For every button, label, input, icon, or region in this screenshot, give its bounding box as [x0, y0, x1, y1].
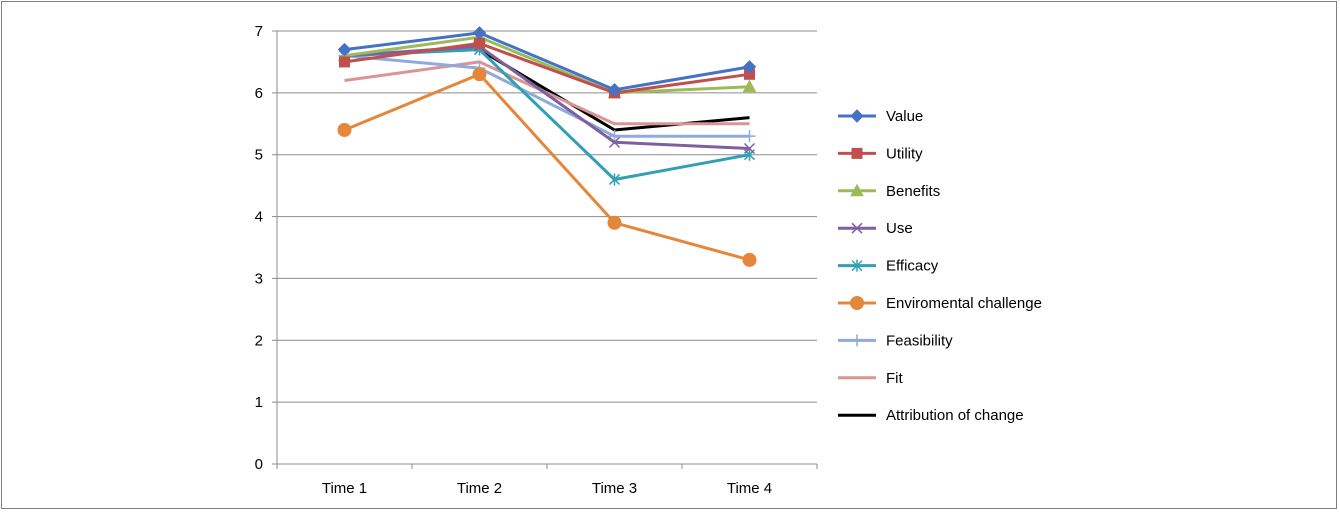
- x-tick-label-2: Time 3: [592, 480, 637, 497]
- data-point-utility-1: [474, 37, 485, 49]
- series-line-enviromental-challenge: [343, 72, 750, 262]
- data-point-efficacy-2: [608, 173, 621, 186]
- y-tick-label-2: 2: [255, 332, 263, 349]
- legend-marker-benefits: [850, 183, 864, 197]
- legend-label-feasibility: Feasibility: [886, 332, 953, 349]
- y-tick-label-6: 6: [255, 85, 263, 102]
- y-tick-label-7: 7: [255, 23, 263, 40]
- series-line-use: [344, 45, 750, 150]
- data-point-enviromental-challenge-3: [742, 252, 757, 267]
- data-point-use-2: [608, 136, 621, 148]
- series-attribution-of-change: [478, 48, 750, 132]
- data-point-benefits-3: [742, 79, 757, 93]
- legend-label-attribution-of-change: Attribution of change: [886, 407, 1024, 424]
- legend: Value Utility Benefits Use Efficacy Enviromen…: [838, 108, 1042, 424]
- data-point-enviromental-challenge-1: [472, 67, 487, 82]
- series-value: [337, 26, 757, 97]
- y-tick-label-0: 0: [255, 456, 263, 473]
- legend-marker-feasibility: [851, 334, 863, 347]
- series-line-benefits: [344, 35, 750, 95]
- y-tick-label-5: 5: [255, 147, 263, 164]
- legend-label-efficacy: Efficacy: [886, 258, 939, 275]
- x-tick-label-0: Time 1: [322, 480, 367, 497]
- series-line-feasibility: [344, 54, 750, 138]
- x-tick-label-3: Time 4: [727, 480, 772, 497]
- data-point-feasibility-2: [608, 130, 621, 143]
- legend-label-benefits: Benefits: [886, 183, 940, 200]
- legend-label-use: Use: [886, 220, 913, 237]
- legend-marker-enviromental-challenge: [850, 296, 864, 310]
- legend-marker-utility: [851, 147, 863, 159]
- legend-marker-value: [850, 109, 864, 123]
- series-enviromental-challenge: [337, 67, 757, 267]
- data-point-feasibility-3: [743, 130, 756, 143]
- x-tick-label-1: Time 2: [457, 480, 502, 497]
- legend-label-enviromental-challenge: Enviromental challenge: [886, 295, 1042, 312]
- data-point-enviromental-challenge-0: [337, 122, 352, 137]
- data-point-enviromental-challenge-2: [607, 215, 622, 230]
- legend-marker-use: [851, 222, 863, 234]
- data-point-value-3: [742, 60, 757, 74]
- data-point-value-0: [337, 42, 352, 57]
- series-line-attribution-of-change: [478, 48, 750, 132]
- legend-label-value: Value: [886, 108, 923, 125]
- legend-marker-efficacy: [851, 259, 863, 272]
- series-line-utility: [344, 41, 750, 95]
- y-tick-label-1: 1: [255, 394, 263, 411]
- data-point-value-1: [472, 26, 487, 40]
- y-tick-label-4: 4: [255, 209, 263, 226]
- y-tick-label-3: 3: [255, 270, 263, 287]
- legend-label-fit: Fit: [886, 370, 903, 387]
- data-point-utility-0: [339, 56, 350, 68]
- legend-label-utility: Utility: [886, 145, 923, 162]
- data-point-use-3: [743, 142, 756, 155]
- series-line-value: [344, 31, 750, 92]
- data-point-value-2: [607, 83, 622, 97]
